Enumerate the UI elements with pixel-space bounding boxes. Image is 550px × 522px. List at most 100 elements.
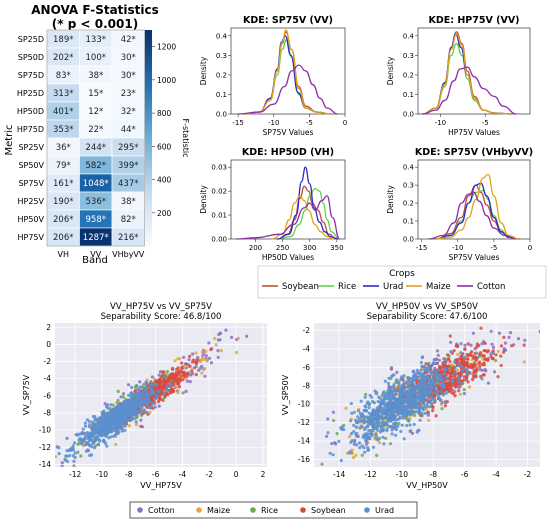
scatter-point-urad [384, 397, 388, 401]
scatter-points [55, 328, 249, 467]
scatter-point-urad [123, 424, 127, 428]
scatter-xtick-label: -2 [206, 470, 214, 479]
scatter-xtick-label: -2 [524, 470, 532, 479]
scatter-point-cotton [245, 334, 249, 338]
scatter-point-urad [85, 418, 90, 422]
scatter-point-soybean [474, 355, 478, 360]
scatter-point-urad [434, 384, 438, 389]
heatmap-cell-label: 399* [118, 161, 138, 171]
scatter-point-urad [130, 417, 134, 422]
scatter-legend-marker [300, 507, 306, 513]
scatter-point-urad [352, 430, 356, 434]
scatter-point-urad [366, 424, 370, 428]
scatter-point-cotton [437, 358, 441, 362]
scatter-point-cotton [218, 331, 223, 335]
scatter-point-urad [76, 450, 80, 454]
scatter-point-urad [386, 381, 390, 385]
scatter-point-urad [380, 398, 384, 402]
scatter-point-urad [439, 374, 443, 378]
scatter-point-soybean [456, 344, 460, 349]
scatter-subtitle: Separability Score: 46.8/100 [101, 312, 222, 322]
scatter-ytick-label: 2 [46, 323, 51, 332]
scatter-point-urad [115, 419, 119, 423]
scatter-point-urad [92, 446, 97, 450]
scatter-point-urad [398, 406, 402, 410]
scatter-point-urad [347, 451, 351, 455]
scatter-point-urad [163, 375, 167, 379]
scatter-point-urad [373, 421, 377, 425]
kde-ytick-label: 0.1 [403, 91, 414, 99]
scatter-point-urad [360, 444, 364, 448]
scatter-point-rice [72, 464, 76, 467]
scatter-point-urad [373, 389, 377, 393]
scatter-point-maize [352, 455, 356, 460]
heatmap-row-label: HP75V [18, 233, 45, 242]
scatter-ytick-label: -2 [303, 326, 311, 335]
kde-ytick-label: 0.01 [211, 212, 227, 220]
scatter-point-urad [401, 391, 405, 395]
scatter-point-rice [163, 372, 167, 376]
crops-legend: Crops Soybean Rice Urad Maize Cotton [257, 265, 547, 299]
scatter-point-rice [181, 391, 185, 395]
kde-xtick-label: -15 [232, 119, 243, 127]
scatter-xtick-label: -14 [333, 470, 345, 479]
scatter-point-urad [127, 418, 131, 422]
scatter-point-urad [78, 437, 82, 441]
scatter-point-urad [376, 413, 380, 417]
scatter-point-urad [442, 371, 447, 375]
kde-xtick-label: 200 [249, 244, 262, 252]
scatter-point-rice [116, 398, 120, 402]
scatter-point-rice [494, 359, 498, 363]
heatmap-cell-label: 36* [56, 143, 71, 153]
kde-ytick-label: 0.1 [216, 91, 227, 99]
heatmap-row-label: SP50D [18, 53, 44, 62]
scatter-point-soybean [158, 380, 162, 384]
scatter-point-soybean [510, 344, 514, 348]
scatter-point-urad [371, 408, 375, 412]
scatter-point-maize [214, 343, 218, 347]
kde-title: KDE: SP75V (VHbyVV) [415, 147, 533, 158]
kde-ytick-label: 0.00 [211, 236, 227, 244]
scatter-point-cotton [462, 392, 466, 396]
kde-line-rice [277, 188, 340, 240]
heatmap-row-label: SP75V [18, 179, 44, 188]
scatter-point-urad [465, 369, 469, 373]
kde-panel-sp75v-vv: KDE: SP75V (VV) -15 -10 -5 0 0.0 0.1 0.2 0.3 0.4 S… [199, 15, 347, 137]
scatter-point-urad [101, 439, 106, 443]
scatter-point-cotton [325, 434, 329, 438]
scatter-point-cotton [72, 459, 76, 463]
scatter-point-urad [430, 395, 434, 399]
scatter-point-soybean [431, 409, 435, 413]
scatter-point-urad [373, 411, 377, 415]
scatter-point-urad [109, 430, 114, 434]
scatter-point-urad [382, 421, 386, 425]
scatter-point-urad [337, 439, 341, 443]
scatter-point-urad [370, 400, 375, 404]
scatter-point-urad [144, 380, 148, 384]
scatter-point-urad [91, 420, 95, 424]
heatmap-col-label: VHbyVV [112, 250, 145, 259]
scatter-point-soybean [450, 384, 454, 388]
scatter-point-cotton [230, 335, 234, 339]
scatter-point-cotton [216, 349, 220, 353]
scatter-point-soybean [478, 364, 482, 369]
scatter-point-urad [367, 411, 371, 415]
scatter-point-urad [439, 389, 443, 393]
heatmap-cell-label: 1048* [83, 179, 109, 189]
scatter-point-maize [235, 351, 239, 355]
scatter-point-urad [103, 441, 108, 445]
scatter-point-cotton [184, 366, 188, 370]
scatter-point-soybean [494, 353, 498, 357]
scatter-point-urad [115, 405, 119, 409]
scatter-point-urad [135, 391, 139, 395]
scatter-point-urad [382, 390, 386, 394]
scatter-point-urad [80, 439, 84, 443]
scatter-point-urad [421, 380, 425, 384]
scatter-point-urad [124, 406, 128, 411]
heatmap-cell-label: 79* [56, 161, 71, 171]
scatter-point-cotton [426, 413, 430, 417]
kde-xlabel: SP75V Values [263, 128, 314, 137]
kde-line-urad [277, 166, 338, 240]
scatter-point-urad [98, 416, 103, 420]
scatter-point-urad [102, 421, 106, 425]
